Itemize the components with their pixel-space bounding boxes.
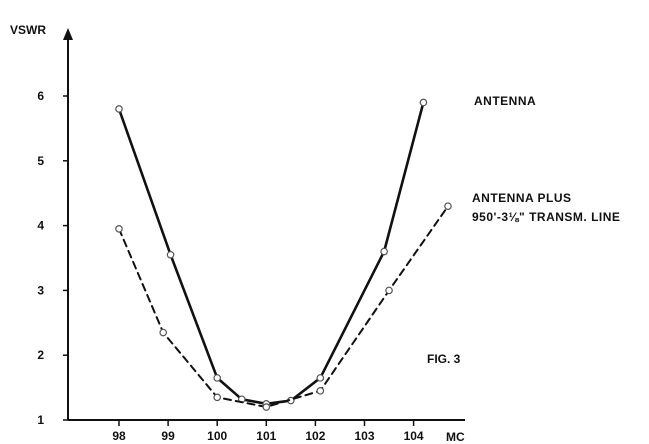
axes bbox=[63, 28, 465, 421]
series-antenna-line-label-2: 950'-3⅛" TRANSM. LINE bbox=[472, 210, 620, 224]
y-tick-label: 1 bbox=[37, 413, 44, 427]
x-tick-label: 98 bbox=[112, 429, 126, 443]
labels: VSWR MC ANTENNA ANTENNA PLUS 950'-3⅛" TR… bbox=[10, 23, 620, 444]
x-tick-label: 100 bbox=[207, 429, 227, 443]
antenna-data-point bbox=[316, 374, 325, 382]
antenna-data-point bbox=[380, 247, 388, 256]
transmission-line-data-point bbox=[159, 328, 167, 337]
series-layer bbox=[115, 98, 452, 411]
y-tick-label: 4 bbox=[37, 219, 44, 233]
y-axis-arrow bbox=[63, 28, 73, 40]
x-tick-label: 101 bbox=[256, 429, 276, 443]
y-tick-label: 6 bbox=[37, 89, 44, 103]
transmission-line-data-point bbox=[213, 393, 222, 402]
transmission-line-data-point bbox=[115, 225, 123, 233]
transmission-line-data-point bbox=[316, 387, 325, 395]
antenna-data-point bbox=[419, 98, 428, 107]
transmission-line-data-point bbox=[385, 286, 393, 295]
antenna-data-point bbox=[213, 374, 222, 382]
antenna-data-point bbox=[166, 250, 175, 259]
transmission-line-data-point bbox=[444, 202, 452, 210]
x-tick-label: 103 bbox=[354, 429, 374, 443]
antenna-data-point bbox=[115, 105, 123, 113]
x-tick-label: 102 bbox=[305, 429, 325, 443]
y-tick-label: 3 bbox=[37, 283, 44, 297]
ticks: 98 99 100 101 102 103 104 1 2 3 4 5 6 bbox=[37, 89, 424, 443]
y-axis-label: VSWR bbox=[10, 23, 46, 37]
series-antenna-line-label-1: ANTENNA PLUS bbox=[472, 191, 572, 205]
x-axis-label: MC bbox=[446, 430, 465, 444]
series-antenna-label: ANTENNA bbox=[474, 94, 536, 108]
transmission-line-data-point bbox=[262, 403, 271, 411]
y-tick-label: 2 bbox=[37, 348, 44, 362]
x-tick-label: 104 bbox=[404, 429, 424, 443]
series-antenna-transmission-line bbox=[118, 205, 449, 408]
x-tick-label: 99 bbox=[161, 429, 175, 443]
y-tick-label: 5 bbox=[37, 154, 44, 168]
series-antenna-line bbox=[117, 101, 425, 406]
figure-label: FIG. 3 bbox=[427, 352, 461, 366]
